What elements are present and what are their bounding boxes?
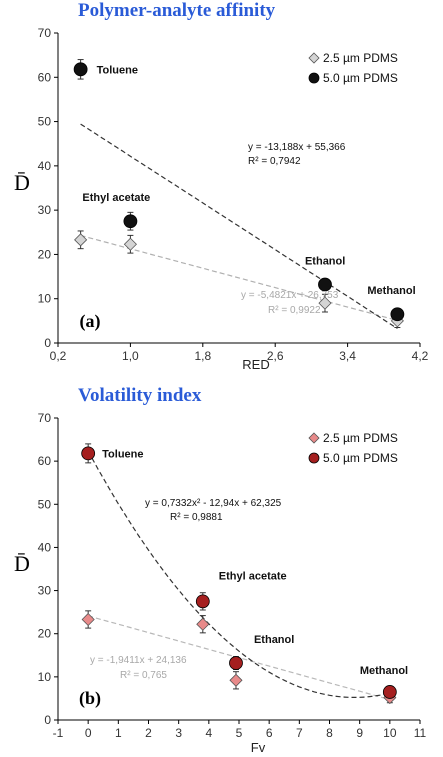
x-tick-label: 10 <box>383 726 397 740</box>
panel-letter: (b) <box>79 688 101 709</box>
x-axis-label: RED <box>242 357 269 372</box>
point-label-methanol: Methanol <box>360 665 408 677</box>
x-tick-label: 1 <box>115 726 122 740</box>
x-tick-label: 5 <box>236 726 243 740</box>
r2-thin-film: R² = 0,9922 <box>268 305 321 316</box>
data-point-diamond <box>318 296 332 310</box>
chart-panel-0: Polymer-analyte affinity 0 10 20 30 40 50 60 70 0… <box>14 0 429 372</box>
equation-thin-film: y = -1,9411x + 24,136 <box>90 655 187 666</box>
y-tick-label: 30 <box>38 203 52 217</box>
point-label-ethanol: Ethanol <box>305 256 345 268</box>
r2-thin-film: R² = 0,765 <box>120 670 167 681</box>
x-tick-label: 1,8 <box>194 349 211 363</box>
r2-thick-film: R² = 0,9881 <box>170 512 223 523</box>
data-point-diamond <box>123 237 137 251</box>
point-label-toluene: Toluene <box>102 448 143 460</box>
trendline-thick-film <box>87 450 390 699</box>
equation-thick-film: y = -13,188x + 55,366 <box>248 142 346 153</box>
legend-marker-circle <box>308 72 320 84</box>
trendline-thick-film <box>80 123 398 330</box>
trendline-thin-film <box>80 234 398 321</box>
chart-title: Polymer-analyte affinity <box>78 0 276 21</box>
x-tick-label: 3,4 <box>339 349 356 363</box>
r2-thick-film: R² = 0,7942 <box>248 156 301 167</box>
chart-title: Volatility index <box>78 385 202 406</box>
legend-label: 5.0 µm PDMS <box>323 451 398 465</box>
point-label-ethyl-acetate: Ethyl acetate <box>219 570 287 582</box>
data-point-diamond <box>196 617 210 631</box>
point-label-toluene: Toluene <box>97 64 138 76</box>
data-point-circle <box>382 685 397 699</box>
data-point-diamond <box>74 233 88 247</box>
x-tick-label: 6 <box>266 726 273 740</box>
x-tick-label: 3 <box>175 726 182 740</box>
x-tick-label: 0 <box>85 726 92 740</box>
y-tick-label: 20 <box>38 247 52 261</box>
equation-thick-film: y = 0,7332x² - 12,94x + 62,325 <box>145 498 282 509</box>
x-tick-label: 7 <box>296 726 303 740</box>
legend-marker-diamond <box>308 432 320 444</box>
legend-marker-circle <box>308 452 320 464</box>
data-point-circle <box>195 594 210 609</box>
x-tick-label: 2,6 <box>267 349 284 363</box>
y-axis-label: D̄ <box>14 551 30 576</box>
data-point-circle <box>390 307 405 322</box>
x-tick-label: 11 <box>414 726 427 740</box>
y-tick-label: 40 <box>38 159 52 173</box>
x-tick-label: 4,2 <box>412 349 429 363</box>
x-tick-label: 0,2 <box>50 349 67 363</box>
legend-label: 5.0 µm PDMS <box>323 71 398 85</box>
x-axis-label: Fv <box>251 740 266 755</box>
x-tick-label: 4 <box>205 726 212 740</box>
x-tick-label: -1 <box>53 726 64 740</box>
data-point-circle <box>81 446 96 461</box>
y-tick-label: 50 <box>38 115 52 129</box>
legend-marker-diamond <box>308 52 320 64</box>
data-point-circle <box>73 62 88 77</box>
equation-thin-film: y = -5,4821x + 26,753 <box>241 290 339 301</box>
y-tick-label: 20 <box>38 627 52 641</box>
point-label-ethanol: Ethanol <box>254 634 294 646</box>
point-label-methanol: Methanol <box>367 285 415 297</box>
data-point-circle <box>229 656 243 670</box>
legend: 2.5 µm PDMS 5.0 µm PDMS <box>308 51 398 85</box>
data-point-diamond <box>229 673 243 687</box>
x-tick-label: 1,0 <box>122 349 139 363</box>
y-tick-label: 60 <box>38 70 52 84</box>
legend-label: 2.5 µm PDMS <box>323 51 398 65</box>
panel-letter: (a) <box>80 311 101 332</box>
x-tick-label: 2 <box>145 726 152 740</box>
y-tick-label: 10 <box>38 292 52 306</box>
data-point-circle <box>318 277 332 292</box>
data-point-diamond <box>81 612 95 627</box>
y-tick-label: 0 <box>44 713 51 727</box>
y-tick-label: 60 <box>38 454 52 468</box>
y-tick-label: 10 <box>38 670 52 684</box>
y-tick-label: 40 <box>38 540 52 554</box>
y-tick-label: 70 <box>38 26 52 40</box>
data-point-circle <box>123 214 138 229</box>
point-label-ethyl-acetate: Ethyl acetate <box>82 192 150 204</box>
y-tick-label: 70 <box>38 411 52 425</box>
y-tick-label: 50 <box>38 497 52 511</box>
y-tick-label: 0 <box>44 336 51 350</box>
x-tick-label: 8 <box>326 726 333 740</box>
legend: 2.5 µm PDMS 5.0 µm PDMS <box>308 431 398 465</box>
y-tick-label: 30 <box>38 584 52 598</box>
legend-label: 2.5 µm PDMS <box>323 431 398 445</box>
x-tick-label: 9 <box>356 726 363 740</box>
y-axis-label: D̄ <box>14 170 30 195</box>
